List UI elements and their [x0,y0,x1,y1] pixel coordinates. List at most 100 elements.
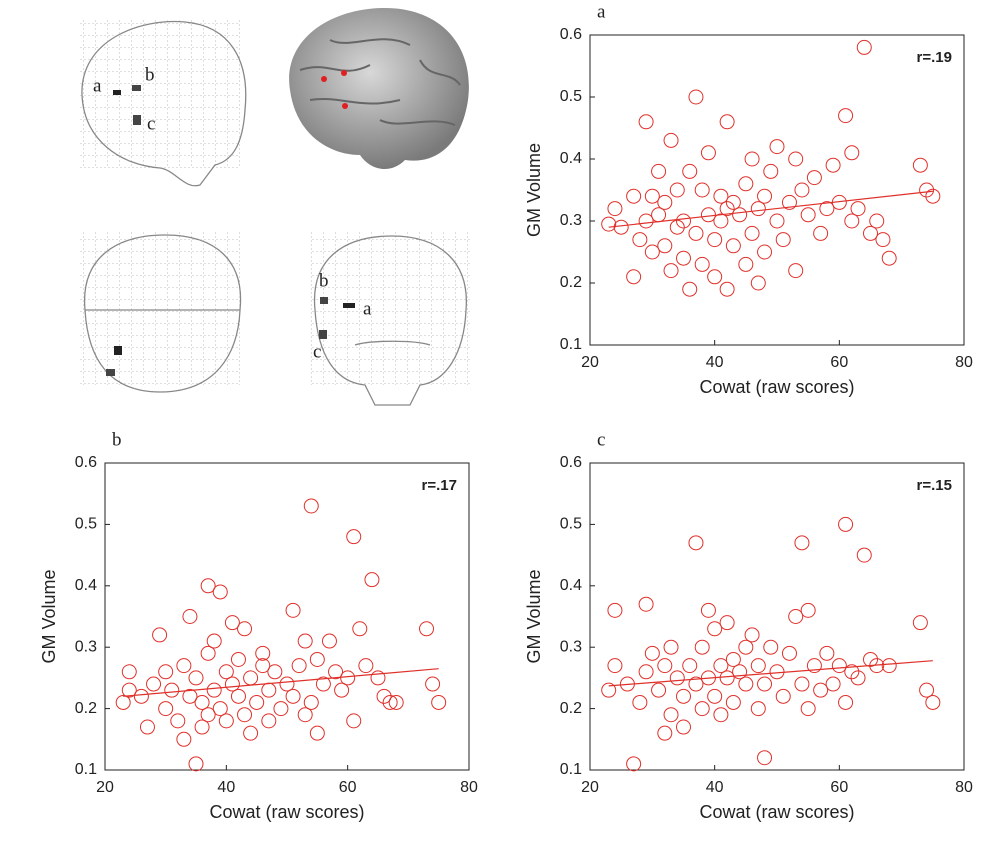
point [608,603,622,617]
region-label: c [147,113,155,134]
point [177,732,191,746]
point [839,695,853,709]
point [238,708,252,722]
y-tick-label: 0.2 [560,700,582,717]
point [639,665,653,679]
point [695,257,709,271]
region-label: c [313,341,321,362]
point [670,183,684,197]
region-label: b [145,64,155,85]
point [420,622,434,636]
point [720,282,734,296]
point [304,499,318,513]
point [633,695,647,709]
y-tick-label: 0.2 [75,700,97,717]
point [695,702,709,716]
point [645,189,659,203]
x-axis-label: Cowat (raw scores) [699,802,854,822]
point [292,659,306,673]
point [870,214,884,228]
annotation: r=.19 [917,49,952,66]
point [231,652,245,666]
point [677,689,691,703]
point [310,652,324,666]
x-tick-label: 80 [460,779,478,796]
point [864,652,878,666]
point [845,146,859,160]
point [726,239,740,253]
point [664,708,678,722]
point [832,659,846,673]
point [807,171,821,185]
point [857,548,871,562]
point [627,757,641,771]
point [639,115,653,129]
point [658,659,672,673]
fit-line [123,669,438,697]
point [652,683,666,697]
point [733,208,747,222]
point [683,659,697,673]
point [739,677,753,691]
point [383,695,397,709]
point [826,677,840,691]
point [789,152,803,166]
fit-line [609,191,933,227]
point [745,628,759,642]
point [645,245,659,259]
y-tick-label: 0.3 [560,212,582,229]
point [745,152,759,166]
point [782,646,796,660]
point [244,726,258,740]
cluster [319,330,327,339]
brain-render [289,8,469,169]
point [207,683,221,697]
point [310,726,324,740]
point [913,158,927,172]
point [814,683,828,697]
point [839,109,853,123]
point [286,689,300,703]
point [913,616,927,630]
y-tick-label: 0.4 [560,150,582,167]
point [645,646,659,660]
x-tick-label: 80 [955,354,973,371]
point [359,659,373,673]
point [677,720,691,734]
x-tick-label: 80 [955,779,973,796]
point [926,695,940,709]
point [751,659,765,673]
point [801,603,815,617]
point [758,245,772,259]
point [341,671,355,685]
point [708,270,722,284]
point [851,202,865,216]
point [789,264,803,278]
point [153,628,167,642]
point [758,677,772,691]
cluster [133,115,141,125]
point [689,226,703,240]
point [122,665,136,679]
point [658,195,672,209]
y-tick-label: 0.6 [560,454,582,471]
point [795,536,809,550]
point [714,189,728,203]
plot-frame [590,463,964,770]
point [177,659,191,673]
point [801,208,815,222]
point [189,757,203,771]
point [658,239,672,253]
point [758,751,772,765]
point [726,195,740,209]
point [795,183,809,197]
point [708,622,722,636]
point [608,659,622,673]
point [171,714,185,728]
point [708,233,722,247]
point [262,683,276,697]
point [776,689,790,703]
y-tick-label: 0.1 [560,336,582,353]
point [701,146,715,160]
point [708,689,722,703]
